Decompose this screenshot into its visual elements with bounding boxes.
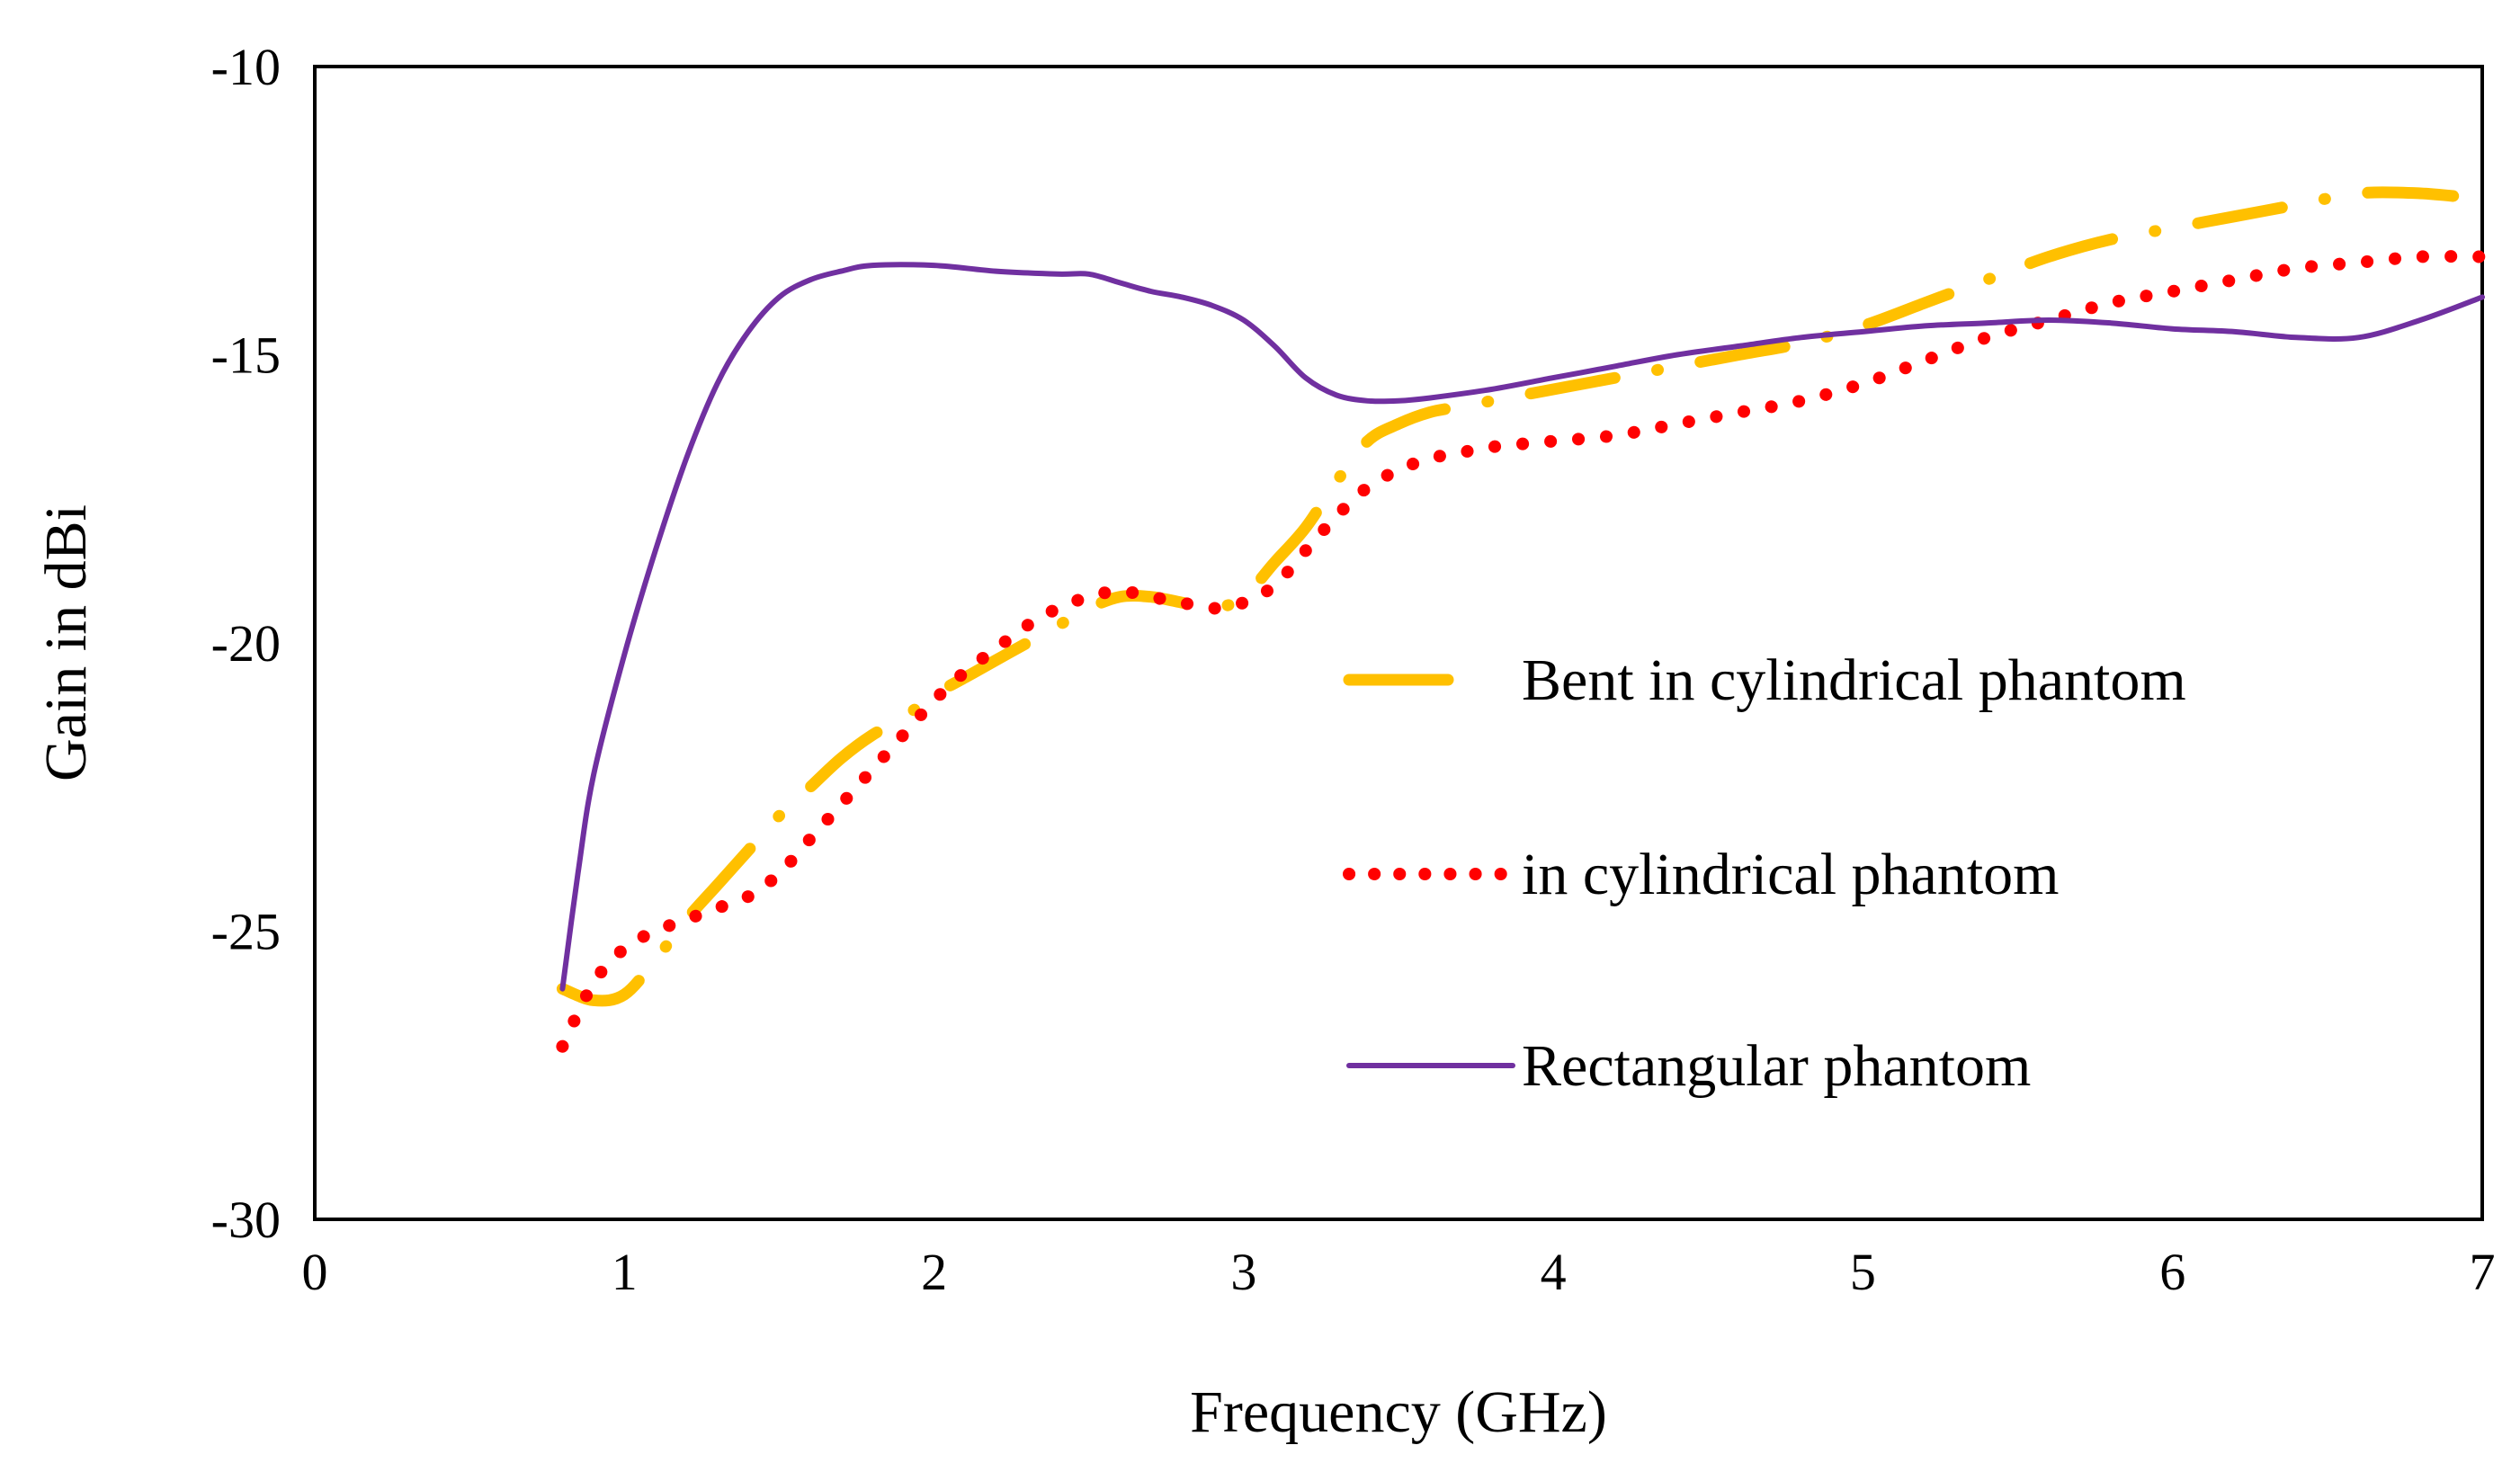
y-tick-label: -25	[211, 903, 281, 961]
legend-label-2: in cylindrical phantom	[1522, 842, 2060, 907]
y-tick-label: -20	[211, 614, 281, 673]
x-tick-label: 7	[2470, 1243, 2496, 1301]
y-tick-label: -30	[211, 1191, 281, 1249]
legend-label-1: Bent in cylindrical phantom	[1522, 647, 2186, 713]
plot-frame	[313, 65, 2484, 1221]
y-tick-label: -15	[211, 326, 281, 385]
series-layer	[556, 186, 2489, 1053]
series-line-1	[556, 186, 2489, 1007]
x-tick-label: 5	[1850, 1243, 1876, 1301]
series-line-3	[559, 262, 2485, 992]
legend: Bent in cylindrical phantom in cylindrica…	[1343, 647, 2186, 1099]
y-axis-title: Gain in dBi	[33, 504, 99, 781]
x-tick-label: 4	[1541, 1243, 1567, 1301]
y-tick-label: -10	[211, 38, 281, 96]
x-tick-label: 3	[1230, 1243, 1256, 1301]
legend-label-3: Rectangular phantom	[1522, 1033, 2031, 1099]
y-axis-ticks: -10 -15 -20 -25 -30	[211, 38, 281, 1249]
x-tick-label: 2	[921, 1243, 947, 1301]
x-tick-label: 6	[2159, 1243, 2185, 1301]
x-axis-ticks: 0 1 2 3 4 5 6 7	[302, 1243, 2496, 1301]
x-tick-label: 1	[612, 1243, 638, 1301]
x-tick-label: 0	[302, 1243, 328, 1301]
x-axis-title: Frequency (GHz)	[1190, 1379, 1607, 1445]
